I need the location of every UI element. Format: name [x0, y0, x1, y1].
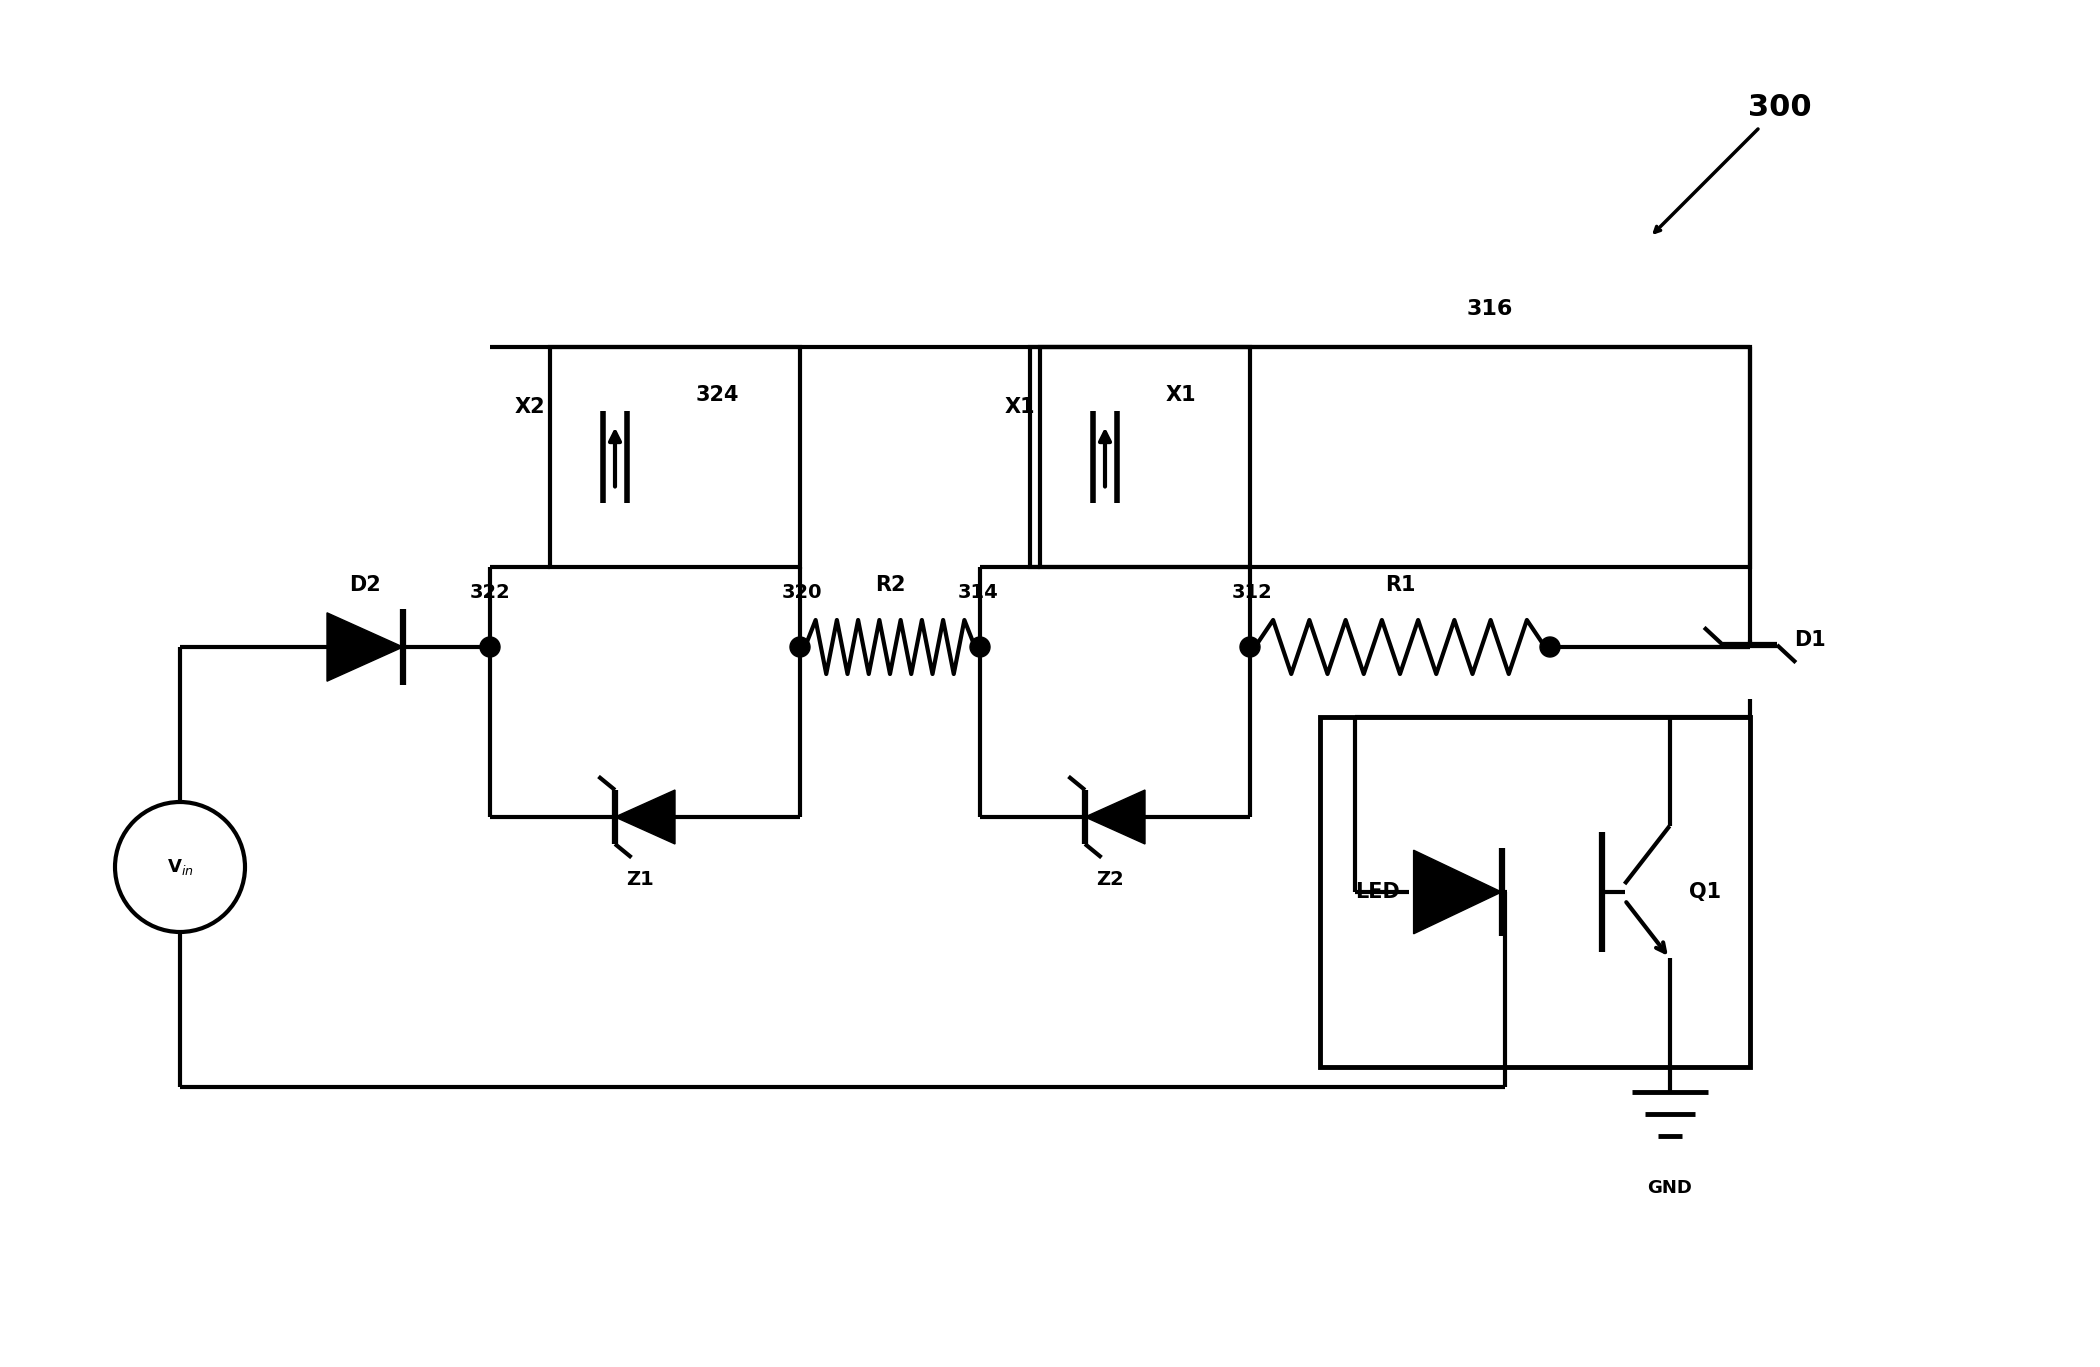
Text: X1: X1: [1004, 396, 1035, 417]
Bar: [1040, 347, 1250, 567]
Polygon shape: [1086, 790, 1144, 843]
Bar: [550, 347, 800, 567]
Text: Z1: Z1: [626, 869, 653, 889]
Text: V$_{in}$: V$_{in}$: [166, 857, 193, 878]
Circle shape: [1239, 637, 1260, 658]
Text: R1: R1: [1384, 576, 1415, 595]
Text: 300: 300: [1747, 93, 1812, 122]
Text: Q1: Q1: [1688, 882, 1720, 902]
Text: 314: 314: [958, 582, 998, 601]
Text: 312: 312: [1231, 582, 1273, 601]
Polygon shape: [1413, 850, 1502, 934]
Text: D1: D1: [1793, 630, 1825, 649]
Text: LED: LED: [1354, 882, 1401, 902]
Text: X1: X1: [1166, 385, 1197, 406]
Text: R2: R2: [876, 576, 905, 595]
Circle shape: [481, 637, 500, 658]
Circle shape: [970, 637, 989, 658]
Text: 324: 324: [695, 385, 739, 406]
Circle shape: [1539, 637, 1560, 658]
Text: D2: D2: [349, 576, 380, 595]
Polygon shape: [615, 790, 674, 843]
Text: X2: X2: [514, 396, 546, 417]
Text: GND: GND: [1646, 1178, 1693, 1197]
Bar: [1029, 347, 1749, 567]
Text: 320: 320: [781, 582, 823, 601]
Circle shape: [790, 637, 811, 658]
Text: Z2: Z2: [1096, 869, 1124, 889]
Bar: [1321, 718, 1749, 1068]
Polygon shape: [328, 612, 403, 681]
Text: 322: 322: [470, 582, 510, 601]
Text: 316: 316: [1466, 299, 1514, 319]
